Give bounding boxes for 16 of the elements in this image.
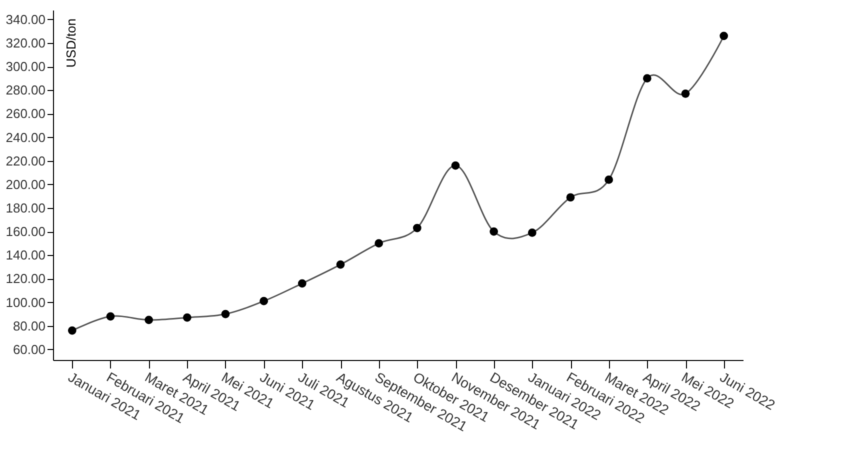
- y-tick-label: 240.00: [6, 130, 46, 145]
- y-tick-label: 220.00: [6, 153, 46, 168]
- y-tick-label: 320.00: [6, 35, 46, 50]
- y-tick-label: 80.00: [12, 318, 46, 334]
- y-tick-label: 340.00: [6, 12, 46, 27]
- y-tick-label: 260.00: [6, 106, 46, 122]
- y-tick-label: 180.00: [6, 200, 46, 216]
- y-axis-title: USD/ton: [64, 18, 78, 68]
- y-tick-label: 280.00: [6, 82, 46, 98]
- y-tick-label: 120.00: [6, 271, 46, 286]
- y-tick-label: 100.00: [6, 294, 46, 310]
- y-tick-label: 60.00: [12, 342, 46, 357]
- y-tick-label: 140.00: [6, 248, 46, 263]
- y-tick-label: 200.00: [6, 176, 46, 192]
- y-tick-label: 300.00: [6, 59, 46, 74]
- y-tick-label: 160.00: [6, 224, 46, 240]
